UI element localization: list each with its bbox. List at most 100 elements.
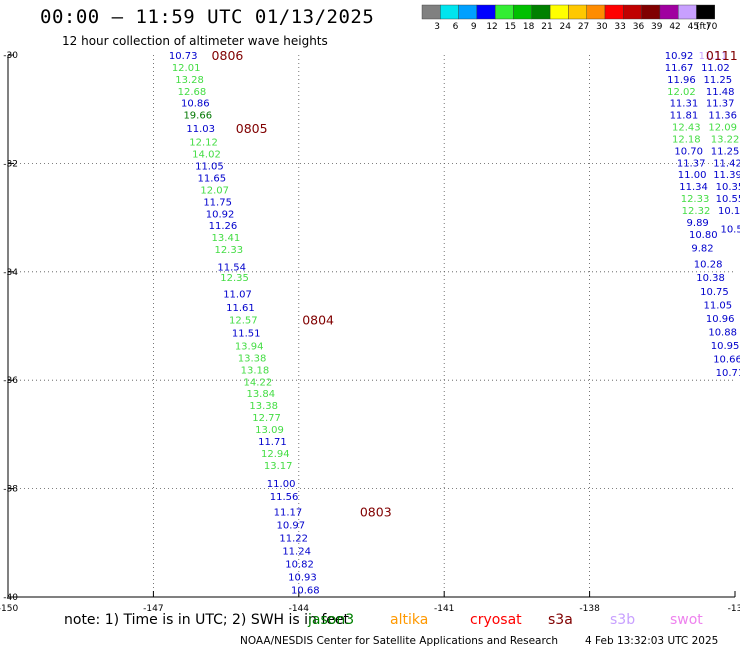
swh-value: 10.66 — [713, 355, 740, 366]
color-legend: 3 6 9 12 15 18 21 24 27 30 33 36 39 42 45 70(ft) — [421, 4, 718, 32]
satellite-name: swot — [670, 612, 703, 628]
swh-value: 11.02 — [701, 63, 730, 74]
y-tick-label: -34 — [3, 268, 18, 278]
y-tick-label: -36 — [3, 376, 18, 386]
x-tick-label: -141 — [434, 604, 454, 614]
swh-value: 11.81 — [670, 111, 699, 122]
legend-swatch — [495, 4, 514, 20]
legend-swatch — [641, 4, 661, 20]
swh-value: 12.01 — [172, 63, 201, 74]
legend-label: 9 — [471, 22, 477, 32]
legend-label: 15 — [505, 22, 516, 32]
y-tick-label: -38 — [3, 485, 18, 495]
legend-label: 39 — [651, 22, 663, 32]
swh-value: 12.94 — [261, 449, 290, 460]
swh-value: 12.33 — [214, 245, 243, 256]
swh-value: 11.26 — [209, 221, 238, 232]
swh-value: 12.12 — [189, 138, 218, 149]
legend-label: 12 — [486, 22, 497, 32]
swh-value: 12.77 — [252, 413, 281, 424]
swh-value: 10.97 — [277, 520, 306, 531]
legend-swatch — [696, 4, 715, 20]
legend-swatch — [568, 4, 587, 20]
swh-value: 10.56 — [720, 224, 740, 235]
swh-value: 11.31 — [670, 99, 699, 110]
satellite-name: s3a — [548, 612, 573, 628]
footnote: note: 1) Time is in UTC; 2) SWH is in fe… — [64, 612, 350, 628]
time-label: 0805 — [236, 121, 268, 136]
legend-swatch — [586, 4, 606, 20]
swh-value: 11.42 — [713, 158, 740, 169]
swh-value: 11.37 — [706, 99, 735, 110]
legend-label: 33 — [614, 22, 625, 32]
legend-swatch — [549, 4, 569, 20]
swh-value: 13.28 — [175, 75, 204, 86]
x-tick-label: -147 — [143, 604, 163, 614]
swh-value: 10.28 — [694, 260, 723, 271]
x-tick-label: -138 — [579, 604, 600, 614]
swh-value: 11.54 — [217, 262, 246, 273]
swh-value: 10.82 — [285, 559, 314, 570]
swh-value: 10.71 — [716, 368, 740, 379]
x-tick-label: -13 — [728, 604, 740, 614]
swh-value: 11.51 — [232, 329, 261, 340]
y-tick-label: -40 — [3, 593, 18, 603]
legend-label: 21 — [541, 22, 552, 32]
swh-value: 11.07 — [223, 289, 252, 300]
map-axes: -30 -32 -34 -36 -38 -40-150 -147 -144 -141 -138 -1… — [0, 51, 740, 614]
satellite-name: cryosat — [470, 612, 522, 628]
legend-swatch — [659, 4, 679, 20]
y-tick-label: -30 — [3, 51, 18, 61]
legend-label: 70 — [706, 22, 718, 32]
swh-value: 10.68 — [291, 585, 320, 596]
swh-value: 11.00 — [267, 479, 296, 490]
swh-value: 10.73 — [169, 51, 198, 62]
swh-value: 13.17 — [264, 461, 293, 472]
legend-label: 36 — [633, 22, 645, 32]
swh-value: 10.86 — [181, 99, 210, 110]
legend-label: 45 — [688, 22, 699, 32]
legend-label: 24 — [560, 22, 572, 32]
satellite-name: jason3 — [308, 612, 355, 628]
swh-value: 11.96 — [667, 75, 696, 86]
swh-value: 11.22 — [279, 533, 308, 544]
page-subtitle: 12 hour collection of altimeter wave hei… — [62, 34, 328, 48]
satellite-name: s3b — [610, 612, 636, 628]
swh-value: 10.92 — [206, 209, 235, 220]
swh-value: 12.43 — [672, 123, 701, 134]
swh-value: 13.18 — [241, 365, 270, 376]
credit-line: NOAA/NESDIS Center for Satellite Applica… — [240, 635, 558, 647]
swh-value: 10.70 — [674, 146, 703, 157]
swh-value: 12.33 — [681, 194, 710, 205]
swh-value: 11.75 — [203, 197, 232, 208]
swh-value: 11.56 — [270, 492, 299, 503]
y-tick-label: -32 — [3, 159, 18, 169]
legend-unit: (ft) — [696, 22, 710, 32]
swh-value: 11.05 — [195, 162, 224, 173]
swh-value: 11.71 — [258, 437, 287, 448]
swh-value: 13.84 — [246, 389, 275, 400]
legend-swatch — [623, 4, 642, 20]
swh-value: 14.02 — [192, 150, 221, 161]
swh-value: 11.67 — [665, 63, 694, 74]
swh-value: 12.68 — [178, 87, 207, 98]
legend-swatch — [440, 4, 459, 20]
swh-value: 10.38 — [696, 273, 725, 284]
swh-value: 13.41 — [212, 233, 241, 244]
swh-value: 11.03 — [186, 124, 215, 135]
legend-swatch — [678, 4, 697, 20]
swh-value: 12.35 — [220, 273, 249, 284]
swh-value: 12.09 — [708, 123, 737, 134]
swh-value: 10.80 — [689, 230, 718, 241]
swh-value: 13.94 — [235, 342, 264, 353]
swh-value: 19.66 — [183, 111, 212, 122]
swh-value: 14.22 — [244, 377, 273, 388]
swh-value: 11.65 — [198, 173, 227, 184]
legend-label: 27 — [578, 22, 589, 32]
legend-swatch — [604, 4, 624, 20]
legend-label: 18 — [523, 22, 535, 32]
legend-swatch — [513, 4, 532, 20]
